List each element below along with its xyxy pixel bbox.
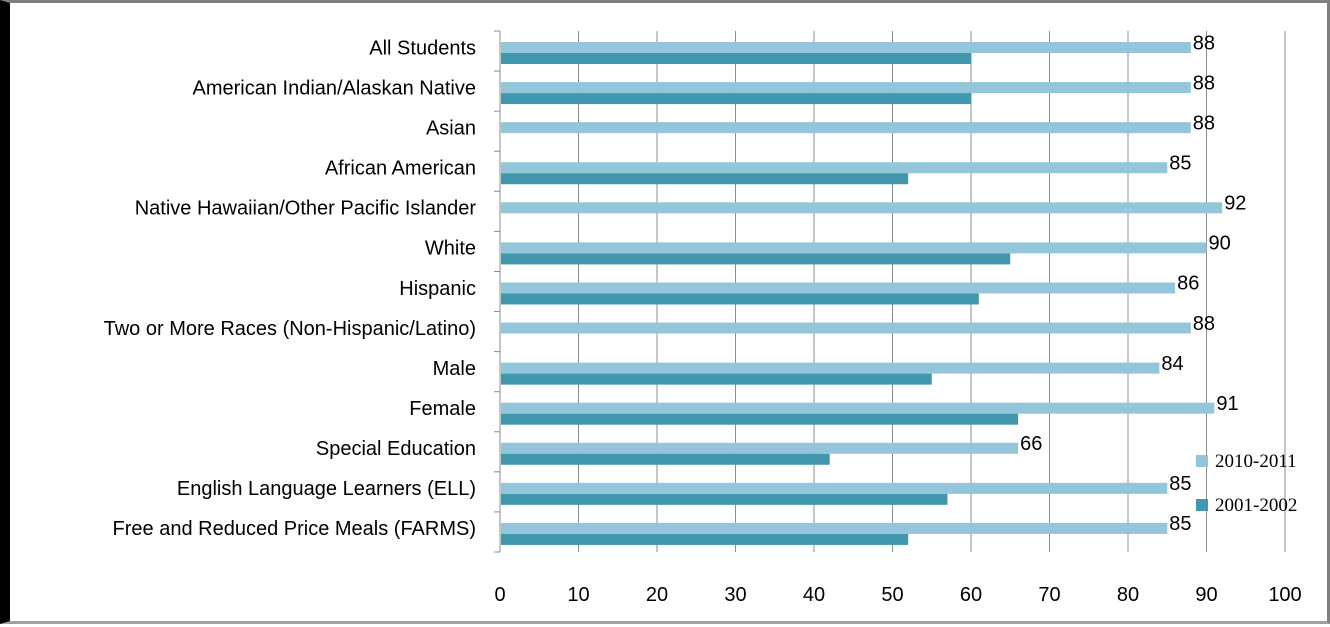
bar-2010-2011 [501, 482, 1168, 494]
data-label-2010-2011: 90 [1209, 233, 1231, 255]
bar-2001-2002 [501, 93, 971, 105]
category-label: Two or More Races (Non-Hispanic/Latino) [104, 318, 476, 340]
x-tick-label: 30 [724, 584, 746, 606]
data-label-2010-2011: 85 [1169, 473, 1191, 495]
category-label: Female [409, 398, 476, 420]
data-label-2010-2011: 88 [1193, 112, 1215, 134]
bar-2001-2002 [501, 173, 909, 185]
data-label-2010-2011: 86 [1177, 273, 1199, 295]
labels: 0 10 20 30 40 50 60 70 80 90 100 All Students 88 Amer… [104, 32, 1302, 606]
x-tick-label: 40 [803, 584, 825, 606]
category-label: Hispanic [399, 278, 476, 300]
bar-2010-2011 [501, 402, 1215, 414]
bar-2001-2002 [501, 533, 909, 545]
legend-label-2001-2002: 2001-2002 [1215, 495, 1297, 516]
data-label-2010-2011: 66 [1020, 433, 1042, 455]
category-label: Native Hawaiian/Other Pacific Islander [135, 198, 477, 220]
data-label-2010-2011: 84 [1161, 353, 1183, 375]
bar-2010-2011 [501, 362, 1160, 374]
data-label-2010-2011: 91 [1216, 393, 1238, 415]
legend-label-2010-2011: 2010-2011 [1215, 451, 1297, 472]
category-label: English Language Learners (ELL) [177, 478, 476, 500]
bar-2001-2002 [501, 53, 971, 64]
bar-2001-2002 [501, 493, 948, 505]
bar-2001-2002 [501, 413, 1019, 425]
legend-swatch-2001-2002 [1196, 499, 1208, 511]
bar-2001-2002 [501, 293, 979, 305]
category-label: American Indian/Alaskan Native [193, 77, 476, 99]
x-tick-label: 10 [567, 584, 589, 606]
bar-2010-2011 [501, 162, 1168, 174]
bar-2010-2011 [501, 82, 1191, 94]
x-tick-label: 60 [960, 584, 982, 606]
legend-swatch-2010-2011 [1196, 455, 1208, 467]
bar-2010-2011 [501, 282, 1176, 294]
bar-2010-2011 [501, 202, 1223, 214]
bar-2010-2011 [501, 522, 1168, 534]
category-label: Special Education [316, 438, 476, 460]
bar-2001-2002 [501, 253, 1011, 265]
bar-2010-2011 [501, 322, 1191, 334]
x-tick-label: 20 [646, 584, 668, 606]
category-label: African American [325, 158, 476, 180]
category-label: Free and Reduced Price Meals (FARMS) [113, 518, 476, 540]
x-tick-label: 90 [1195, 584, 1217, 606]
x-tick-label: 80 [1117, 584, 1139, 606]
bar-chart: 0 10 20 30 40 50 60 70 80 90 100 All Students 88 Amer… [104, 30, 1302, 606]
axes [494, 30, 501, 553]
bar-2001-2002 [501, 373, 932, 385]
data-label-2010-2011: 88 [1193, 72, 1215, 94]
category-label: Asian [426, 117, 476, 139]
category-label: All Students [369, 37, 476, 59]
x-tick-label: 0 [494, 584, 505, 606]
data-label-2010-2011: 85 [1169, 513, 1191, 535]
data-label-2010-2011: 85 [1169, 153, 1191, 175]
bar-2001-2002 [501, 453, 830, 465]
category-label: Male [433, 358, 476, 380]
bar-2010-2011 [501, 442, 1019, 454]
data-label-2010-2011: 88 [1193, 313, 1215, 335]
bar-2010-2011 [501, 242, 1207, 254]
data-label-2010-2011: 92 [1224, 193, 1246, 215]
data-label-2010-2011: 88 [1193, 32, 1215, 54]
legend: 2010-2011 2001-2002 [1196, 451, 1297, 516]
bar-2010-2011 [501, 42, 1191, 53]
x-tick-label: 100 [1268, 584, 1301, 606]
x-tick-label: 50 [881, 584, 903, 606]
category-label: White [425, 238, 476, 260]
bars [501, 42, 1223, 545]
x-tick-label: 70 [1038, 584, 1060, 606]
bar-2010-2011 [501, 122, 1191, 134]
